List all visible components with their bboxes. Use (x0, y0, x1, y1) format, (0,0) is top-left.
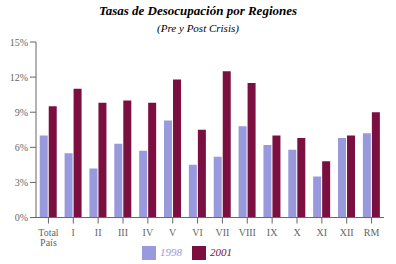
svg-text:RM: RM (364, 227, 380, 238)
svg-text:0%: 0% (15, 212, 28, 223)
svg-text:12%: 12% (10, 72, 28, 83)
svg-text:V: V (169, 227, 177, 238)
html-text:(Pre y Post Crisis): (Pre y Post Crisis) (157, 22, 239, 34)
svg-text:VII: VII (215, 227, 229, 238)
svg-text:X: X (293, 227, 301, 238)
svg-text:IX: IX (267, 227, 278, 238)
svg-text:VI: VI (192, 227, 203, 238)
html-text:Tasas de Desocupación por Regi: Tasas de Desocupación por Regiones (98, 3, 298, 18)
svg-text:9%: 9% (15, 107, 28, 118)
svg-text:15%: 15% (10, 37, 28, 48)
svg-text:6%: 6% (15, 142, 28, 153)
svg-text:XII: XII (340, 227, 354, 238)
html-text:2001: 2001 (210, 245, 232, 258)
svg-text:TotalPaís: TotalPaís (38, 227, 59, 248)
html-text:1998: 1998 (160, 245, 182, 258)
svg-text:I: I (72, 227, 75, 238)
svg-text:IV: IV (143, 227, 154, 238)
svg-text:III: III (118, 227, 128, 238)
svg-text:II: II (95, 227, 102, 238)
svg-text:XI: XI (317, 227, 328, 238)
svg-text:VIII: VIII (239, 227, 256, 238)
svg-text:3%: 3% (15, 177, 28, 188)
